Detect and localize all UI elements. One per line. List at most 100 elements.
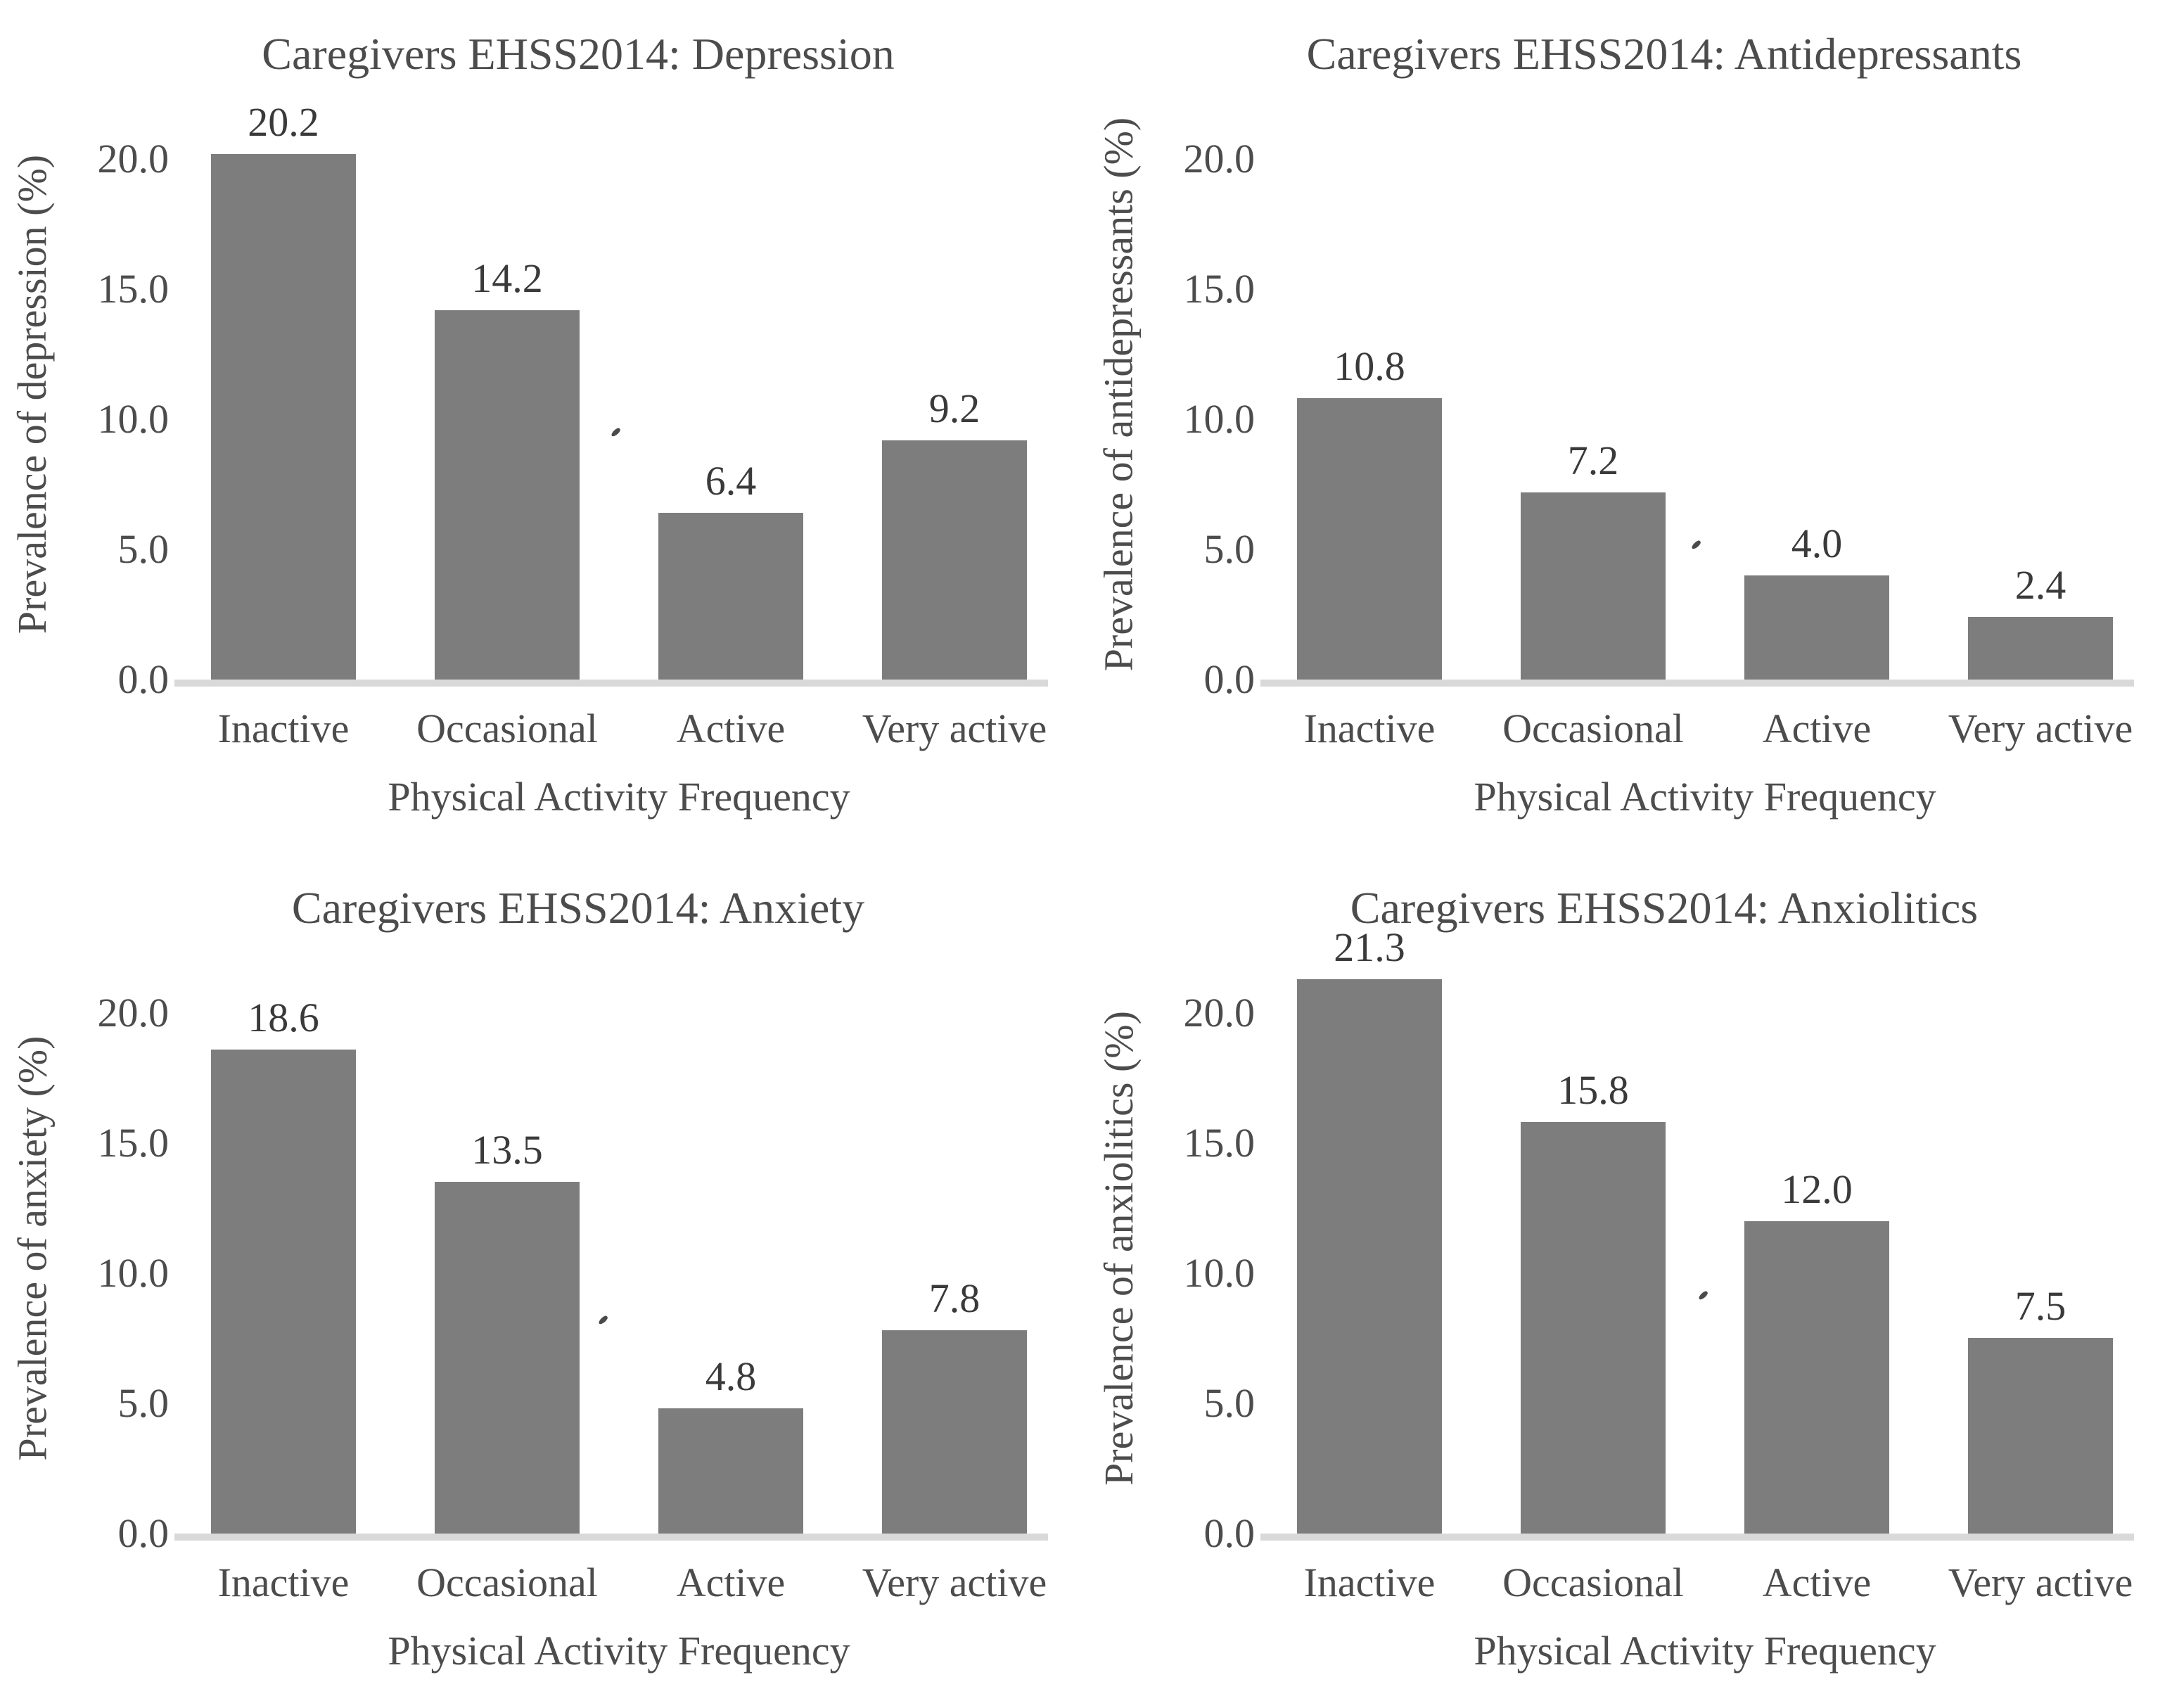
x-category-label: Occasional [1502,706,1684,752]
bar-very-active [1968,617,2113,680]
bar-group-occasional: 13.5 [435,1130,580,1534]
y-tick: 5.0 [1203,1380,1256,1427]
bar-group-inactive: 10.8 [1297,346,1442,680]
chart-anxiety: Caregivers EHSS2014: Anxiety Prevalence … [0,854,1086,1708]
bar-group-active: 4.8 [658,1356,803,1534]
bar-active [658,513,803,680]
y-axis-label-text: Prevalence of anxiolitics (%) [1095,1010,1142,1486]
bar-value-label: 13.5 [471,1127,543,1173]
x-axis-line [174,1534,1048,1541]
x-category-label: Very active [862,1560,1047,1606]
bar-inactive [211,154,356,680]
bar-group-very-active: 7.5 [1968,1286,2113,1534]
x-category: Occasional [1502,1559,1684,1606]
x-category: Very active [862,1559,1047,1606]
y-axis-label: Prevalence of anxiety (%) [0,962,65,1534]
bar-group-inactive: 21.3 [1297,927,1442,1534]
chart-body: Prevalence of anxiolitics (%) 20.0 15.0 … [1086,927,2172,1554]
y-tick: 20.0 [97,136,170,182]
y-tick: 15.0 [1183,266,1256,312]
bar-group-active: 4.0 [1744,523,1889,680]
x-category: Inactive [1297,1559,1442,1606]
y-axis-ticks: 20.0 15.0 10.0 5.0 0.0 [1151,962,1276,1554]
plot-area: 18.6 13.5 4.8 7.8 [174,962,1048,1541]
chart-body: Prevalence of antidepressants (%) 20.0 1… [1086,108,2172,700]
y-tick: 0.0 [1203,1510,1256,1557]
bar-very-active [882,1330,1027,1534]
chart-title: Caregivers EHSS2014: Depression [262,29,895,79]
bar-active [1744,575,1889,680]
bar-value-label: 4.0 [1791,521,1843,567]
bar-inactive [211,1050,356,1534]
x-axis-categories: Inactive Occasional Active Very active [1276,1559,2134,1606]
chart-body: Prevalence of depression (%) 20.0 15.0 1… [0,102,1086,700]
bar-value-label: 15.8 [1557,1067,1629,1114]
y-tick: 5.0 [117,526,170,573]
chart-depression: Caregivers EHSS2014: Depression Prevalen… [0,0,1086,854]
y-tick: 0.0 [117,1510,170,1557]
bar-value-label: 12.0 [1781,1166,1853,1213]
y-axis-label-text: Prevalence of anxiety (%) [9,1035,56,1461]
x-category-label: Occasional [416,1560,598,1606]
x-category-label: Inactive [217,706,350,752]
y-axis-label: Prevalence of anxiolitics (%) [1086,962,1151,1534]
chart-title: Caregivers EHSS2014: Antidepressants [1306,29,2022,79]
bar-value-label: 21.3 [1334,924,1405,971]
chart-body: Prevalence of anxiety (%) 20.0 15.0 10.0… [0,962,1086,1554]
bar-active [658,1408,803,1534]
bar-group-very-active: 9.2 [882,388,1027,680]
x-category-label: Inactive [1303,706,1436,752]
plot-area: 21.3 15.8 12.0 7.5 [1260,927,2134,1541]
x-category: Inactive [211,705,356,752]
y-axis-label-text: Prevalence of depression (%) [9,154,56,634]
y-tick: 5.0 [1203,526,1256,573]
y-axis-ticks: 20.0 15.0 10.0 5.0 0.0 [1151,108,1276,700]
y-tick: 15.0 [97,1120,170,1166]
x-axis-label: Physical Activity Frequency [388,1628,850,1674]
x-category: Active [1744,1559,1889,1606]
x-category: Active [1744,705,1889,752]
x-category: Occasional [1502,705,1684,752]
x-category-label: Very active [862,706,1047,752]
bar-group-occasional: 14.2 [435,258,580,680]
y-tick: 10.0 [1183,396,1256,442]
y-tick: 10.0 [1183,1250,1256,1296]
plot-area: 10.8 7.2 4.0 2.4 [1260,108,2134,687]
x-category-label: Active [676,1560,786,1606]
x-category-label: Active [1762,706,1872,752]
y-tick: 20.0 [1183,990,1256,1036]
x-category: Inactive [1297,705,1442,752]
x-category-label: Occasional [416,706,598,752]
y-tick: 20.0 [1183,136,1256,182]
y-tick: 0.0 [1203,656,1256,703]
x-category-label: Occasional [1502,1560,1684,1606]
bar-value-label: 18.6 [248,995,319,1041]
bar-value-label: 14.2 [471,255,543,302]
bar-group-inactive: 18.6 [211,998,356,1534]
x-category: Inactive [211,1559,356,1606]
bar-value-label: 4.8 [705,1353,757,1400]
bar-group-active: 6.4 [658,461,803,680]
bar-inactive [1297,398,1442,680]
bar-occasional [435,310,580,680]
x-axis-line [174,680,1048,687]
bar-value-label: 2.4 [2014,562,2066,608]
y-tick: 15.0 [97,266,170,312]
x-category-label: Inactive [217,1560,350,1606]
bar-series: 10.8 7.2 4.0 2.4 [1276,346,2134,680]
bar-series: 18.6 13.5 4.8 7.8 [190,998,1048,1534]
bar-value-label: 20.2 [248,99,319,146]
x-category: Active [658,1559,803,1606]
y-axis-label-text: Prevalence of antidepressants (%) [1095,117,1142,672]
bar-value-label: 9.2 [928,385,980,432]
y-tick: 20.0 [97,990,170,1036]
x-category-label: Active [1762,1560,1872,1606]
x-category: Occasional [416,705,598,752]
bar-inactive [1297,979,1442,1534]
bar-value-label: 10.8 [1334,343,1405,390]
bar-group-very-active: 2.4 [1968,565,2113,680]
x-axis-label: Physical Activity Frequency [1474,774,1936,820]
chart-antidepressants: Caregivers EHSS2014: Antidepressants Pre… [1086,0,2172,854]
x-axis-categories: Inactive Occasional Active Very active [190,1559,1048,1606]
